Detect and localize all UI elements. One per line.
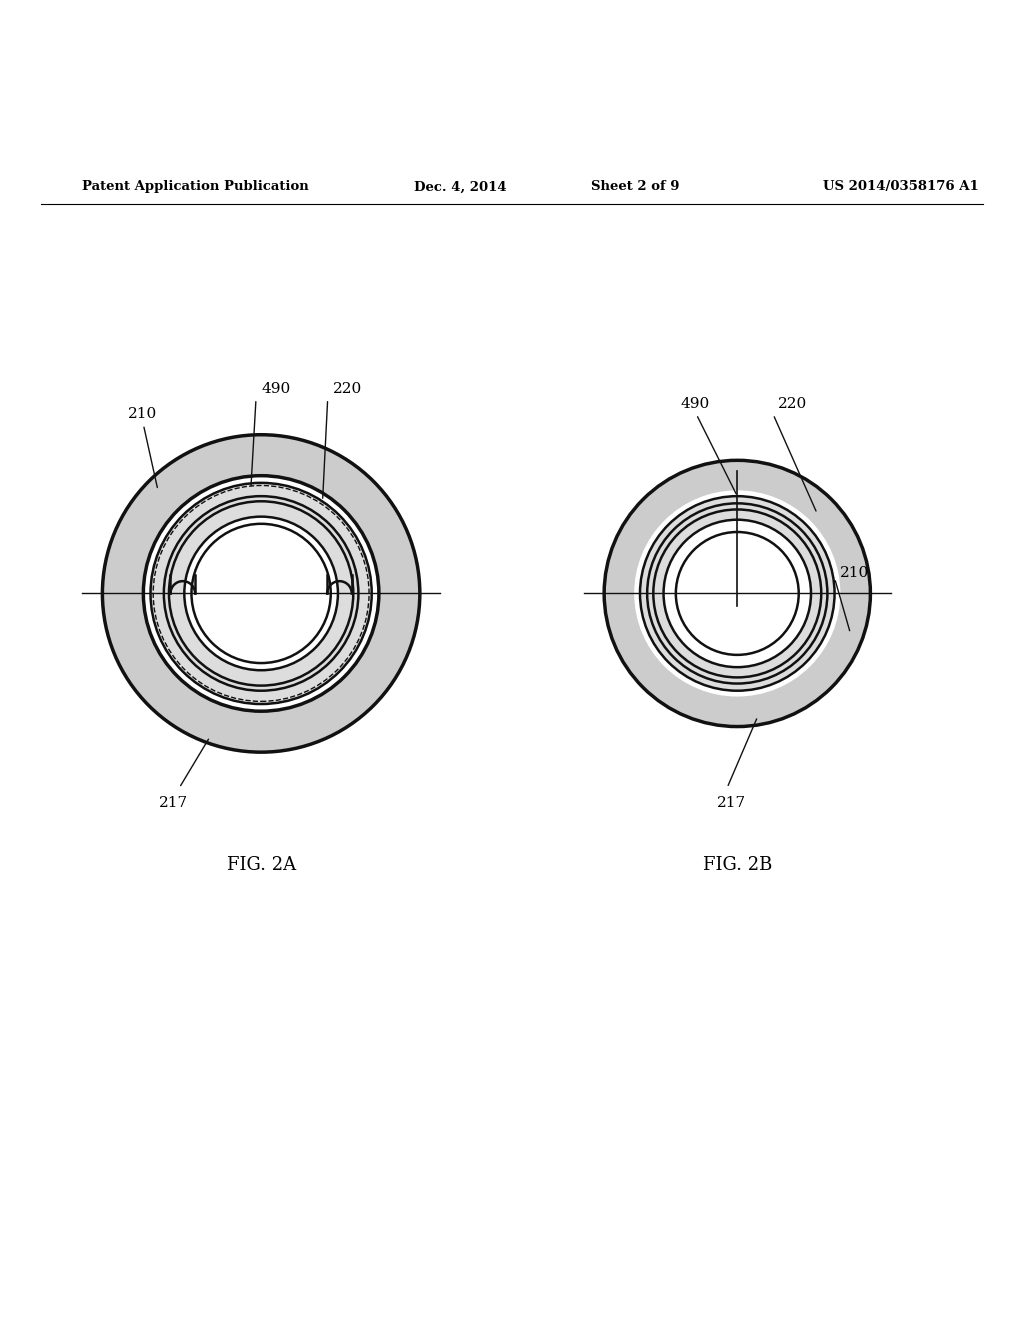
Text: 220: 220 bbox=[778, 397, 808, 411]
Text: 490: 490 bbox=[261, 381, 291, 396]
Circle shape bbox=[184, 516, 338, 671]
Circle shape bbox=[604, 461, 870, 726]
Circle shape bbox=[169, 502, 353, 685]
Text: 210: 210 bbox=[840, 566, 869, 579]
Text: 490: 490 bbox=[681, 397, 711, 411]
Text: FIG. 2A: FIG. 2A bbox=[226, 855, 296, 874]
Circle shape bbox=[164, 496, 358, 690]
Circle shape bbox=[664, 520, 811, 667]
Text: 220: 220 bbox=[333, 381, 362, 396]
Circle shape bbox=[635, 491, 840, 696]
Text: US 2014/0358176 A1: US 2014/0358176 A1 bbox=[823, 181, 979, 194]
Circle shape bbox=[676, 532, 799, 655]
Text: FIG. 2B: FIG. 2B bbox=[702, 855, 772, 874]
Text: Sheet 2 of 9: Sheet 2 of 9 bbox=[591, 181, 679, 194]
Circle shape bbox=[191, 524, 331, 663]
Text: 217: 217 bbox=[717, 796, 745, 810]
Circle shape bbox=[653, 510, 821, 677]
Circle shape bbox=[143, 475, 379, 711]
Circle shape bbox=[102, 434, 420, 752]
Circle shape bbox=[151, 483, 372, 704]
Circle shape bbox=[647, 503, 827, 684]
Circle shape bbox=[640, 496, 835, 690]
Text: 210: 210 bbox=[128, 408, 158, 421]
Text: Patent Application Publication: Patent Application Publication bbox=[82, 181, 308, 194]
Text: 217: 217 bbox=[159, 796, 187, 810]
Text: Dec. 4, 2014: Dec. 4, 2014 bbox=[415, 181, 507, 194]
